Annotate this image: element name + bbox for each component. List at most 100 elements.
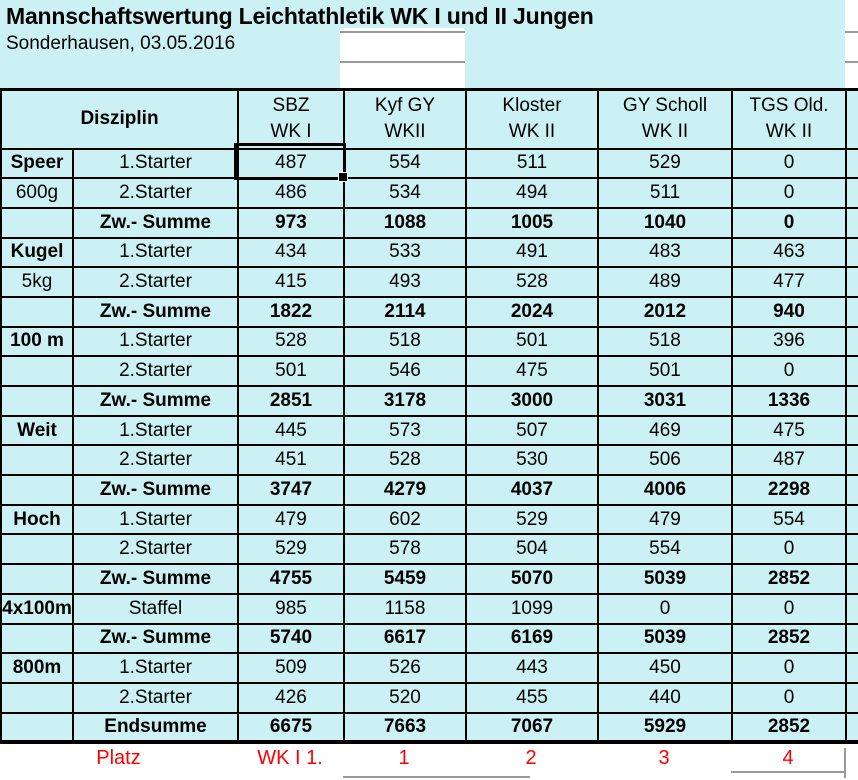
score-cell[interactable]: 494: [465, 177, 599, 209]
fill-handle[interactable]: [338, 172, 348, 182]
partial-column-cell[interactable]: [845, 266, 858, 298]
column-header-sbz[interactable]: SBZ WK I: [237, 88, 345, 150]
score-cell[interactable]: 554: [597, 533, 733, 566]
score-cell[interactable]: 1099: [465, 592, 599, 625]
score-cell[interactable]: 0: [731, 681, 847, 714]
score-cell[interactable]: 3000: [465, 385, 599, 417]
partial-column-cell[interactable]: [845, 681, 858, 714]
score-cell[interactable]: 0: [731, 355, 847, 387]
discipline-cell-5kg[interactable]: 5kg: [0, 266, 74, 298]
score-cell[interactable]: 7663: [343, 711, 467, 745]
partial-column-cell[interactable]: [845, 444, 858, 477]
score-cell[interactable]: 2852: [731, 711, 847, 745]
score-cell[interactable]: 534: [343, 177, 467, 209]
score-cell[interactable]: 4279: [343, 474, 467, 506]
score-cell[interactable]: 426: [237, 681, 345, 714]
row-label-endsumme[interactable]: Endsumme: [72, 711, 239, 745]
score-cell[interactable]: 0: [731, 652, 847, 684]
discipline-cell-4x100m[interactable]: 4x100m: [0, 592, 74, 625]
score-cell[interactable]: 455: [465, 681, 599, 714]
score-cell[interactable]: 3031: [597, 385, 733, 417]
score-cell[interactable]: 1336: [731, 385, 847, 417]
partial-column-cell[interactable]: [845, 325, 858, 358]
score-cell[interactable]: 0: [597, 592, 733, 625]
score-cell[interactable]: 0: [731, 177, 847, 209]
score-cell[interactable]: 1040: [597, 206, 733, 239]
score-cell[interactable]: 489: [597, 266, 733, 298]
score-cell[interactable]: 985: [237, 592, 345, 625]
score-cell[interactable]: 501: [597, 355, 733, 387]
score-cell[interactable]: 479: [597, 503, 733, 536]
score-cell[interactable]: 529: [465, 503, 599, 536]
score-cell[interactable]: 2851: [237, 385, 345, 417]
score-cell[interactable]: 518: [343, 325, 467, 358]
score-cell[interactable]: 511: [465, 147, 599, 180]
score-cell[interactable]: 520: [343, 681, 467, 714]
discipline-cell-blank[interactable]: [0, 206, 74, 239]
discipline-cell-blank[interactable]: [0, 444, 74, 477]
score-cell[interactable]: 475: [731, 414, 847, 447]
score-cell[interactable]: 2852: [731, 563, 847, 595]
partial-column-cell[interactable]: [845, 711, 858, 745]
score-cell[interactable]: 4006: [597, 474, 733, 506]
score-cell[interactable]: 530: [465, 444, 599, 477]
score-cell[interactable]: 507: [465, 414, 599, 447]
discipline-cell-blank[interactable]: [0, 622, 74, 655]
score-cell[interactable]: 4037: [465, 474, 599, 506]
discipline-cell-weit[interactable]: Weit: [0, 414, 74, 447]
score-cell[interactable]: 504: [465, 533, 599, 566]
discipline-cell-blank[interactable]: [0, 474, 74, 506]
score-cell[interactable]: 528: [343, 444, 467, 477]
platz-value[interactable]: 1: [398, 746, 410, 769]
score-cell[interactable]: 443: [465, 652, 599, 684]
row-label-zw-summe[interactable]: Zw.- Summe: [72, 563, 239, 595]
row-label-zw-summe[interactable]: Zw.- Summe: [72, 474, 239, 506]
score-cell[interactable]: 451: [237, 444, 345, 477]
score-cell[interactable]: 506: [597, 444, 733, 477]
score-cell[interactable]: 2852: [731, 622, 847, 655]
partial-column-cell[interactable]: [845, 206, 858, 239]
score-cell[interactable]: 2024: [465, 295, 599, 328]
partial-column-cell[interactable]: [845, 652, 858, 684]
row-label-staffel[interactable]: Staffel: [72, 592, 239, 625]
row-label-zw-summe[interactable]: Zw.- Summe: [72, 385, 239, 417]
row-label-2-starter[interactable]: 2.Starter: [72, 444, 239, 477]
score-cell[interactable]: 2298: [731, 474, 847, 506]
score-cell[interactable]: 511: [597, 177, 733, 209]
score-cell[interactable]: 5459: [343, 563, 467, 595]
score-cell[interactable]: 0: [731, 206, 847, 239]
score-cell[interactable]: 477: [731, 266, 847, 298]
score-cell[interactable]: 1088: [343, 206, 467, 239]
score-cell[interactable]: 602: [343, 503, 467, 536]
score-cell[interactable]: 518: [597, 325, 733, 358]
discipline-cell-blank[interactable]: [0, 711, 74, 745]
discipline-cell-hoch[interactable]: Hoch: [0, 503, 74, 536]
score-cell[interactable]: 5740: [237, 622, 345, 655]
score-cell[interactable]: 6675: [237, 711, 345, 745]
score-cell[interactable]: 1822: [237, 295, 345, 328]
score-cell[interactable]: 440: [597, 681, 733, 714]
score-cell[interactable]: 0: [731, 592, 847, 625]
score-cell[interactable]: 529: [597, 147, 733, 180]
discipline-cell-blank[interactable]: [0, 385, 74, 417]
score-cell[interactable]: 475: [465, 355, 599, 387]
row-label-1-starter[interactable]: 1.Starter: [72, 325, 239, 358]
partial-column-cell[interactable]: [845, 147, 858, 180]
score-cell[interactable]: 7067: [465, 711, 599, 745]
score-cell[interactable]: 529: [237, 533, 345, 566]
partial-column-cell[interactable]: [845, 236, 858, 269]
score-cell[interactable]: 578: [343, 533, 467, 566]
score-cell[interactable]: 6169: [465, 622, 599, 655]
row-label-zw-summe[interactable]: Zw.- Summe: [72, 295, 239, 328]
platz-value[interactable]: WK I 1.: [257, 746, 323, 769]
score-cell[interactable]: 2012: [597, 295, 733, 328]
platz-label[interactable]: Platz: [96, 746, 141, 769]
partial-column-cell[interactable]: [845, 622, 858, 655]
column-header-gy-scholl[interactable]: GY Scholl WK II: [597, 88, 733, 150]
discipline-cell-100-m[interactable]: 100 m: [0, 325, 74, 358]
platz-value[interactable]: 2: [525, 746, 537, 769]
partial-column-cell[interactable]: [845, 177, 858, 209]
discipline-cell-blank[interactable]: [0, 533, 74, 566]
score-cell[interactable]: 554: [343, 147, 467, 180]
partial-column-cell[interactable]: [845, 355, 858, 387]
